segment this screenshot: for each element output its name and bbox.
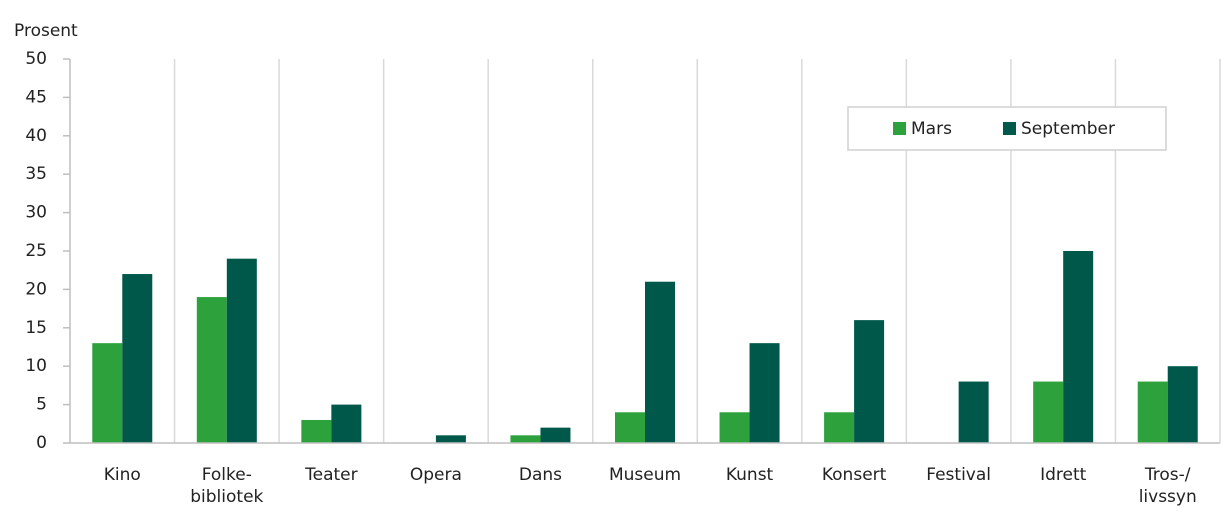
x-tick-label: Kino <box>104 465 141 485</box>
bar <box>122 274 153 443</box>
y-tick-label: 15 <box>25 318 47 338</box>
x-tick-label: Idrett <box>1040 465 1087 485</box>
x-tick-label: Folke-bibliotek <box>190 465 263 507</box>
legend-swatch <box>893 122 906 135</box>
x-tick-label: Opera <box>410 465 462 485</box>
legend-label: Mars <box>911 119 952 139</box>
bar <box>301 419 332 443</box>
bar <box>510 435 541 443</box>
bar <box>824 412 855 443</box>
x-tick-label: Kunst <box>726 465 774 485</box>
bar <box>719 412 750 443</box>
bar <box>749 343 780 443</box>
y-tick-label: 20 <box>25 279 47 299</box>
bar <box>226 258 257 443</box>
x-tick-label: Festival <box>926 465 991 485</box>
bar <box>615 412 645 443</box>
y-tick-label: 45 <box>25 87 47 107</box>
x-tick-label: Tros-/livssyn <box>1139 465 1197 507</box>
bar <box>1063 251 1094 443</box>
bar <box>1137 381 1168 443</box>
bar <box>854 320 885 443</box>
bar <box>1033 381 1064 443</box>
bar <box>92 343 123 443</box>
legend-label: September <box>1021 119 1115 139</box>
bar <box>435 435 466 443</box>
y-tick-label: 30 <box>25 203 47 223</box>
bar <box>958 381 989 443</box>
bar <box>196 297 227 443</box>
x-tick-label: Museum <box>609 465 681 485</box>
y-tick-label: 10 <box>25 356 47 376</box>
legend-swatch <box>1003 122 1016 135</box>
y-tick-label: 5 <box>36 395 47 415</box>
x-tick-label: Dans <box>519 465 562 485</box>
y-axis-label: Prosent <box>14 21 78 41</box>
x-tick-label: Teater <box>304 465 358 485</box>
x-tick-label: Konsert <box>822 465 887 485</box>
bar <box>1167 366 1198 443</box>
y-tick-label: 50 <box>25 49 47 69</box>
bar <box>540 427 571 443</box>
y-tick-label: 0 <box>36 433 47 453</box>
y-tick-label: 40 <box>25 126 47 146</box>
bar <box>331 404 362 443</box>
bar <box>645 281 675 443</box>
y-tick-label: 35 <box>25 164 47 184</box>
y-tick-label: 25 <box>25 241 47 261</box>
